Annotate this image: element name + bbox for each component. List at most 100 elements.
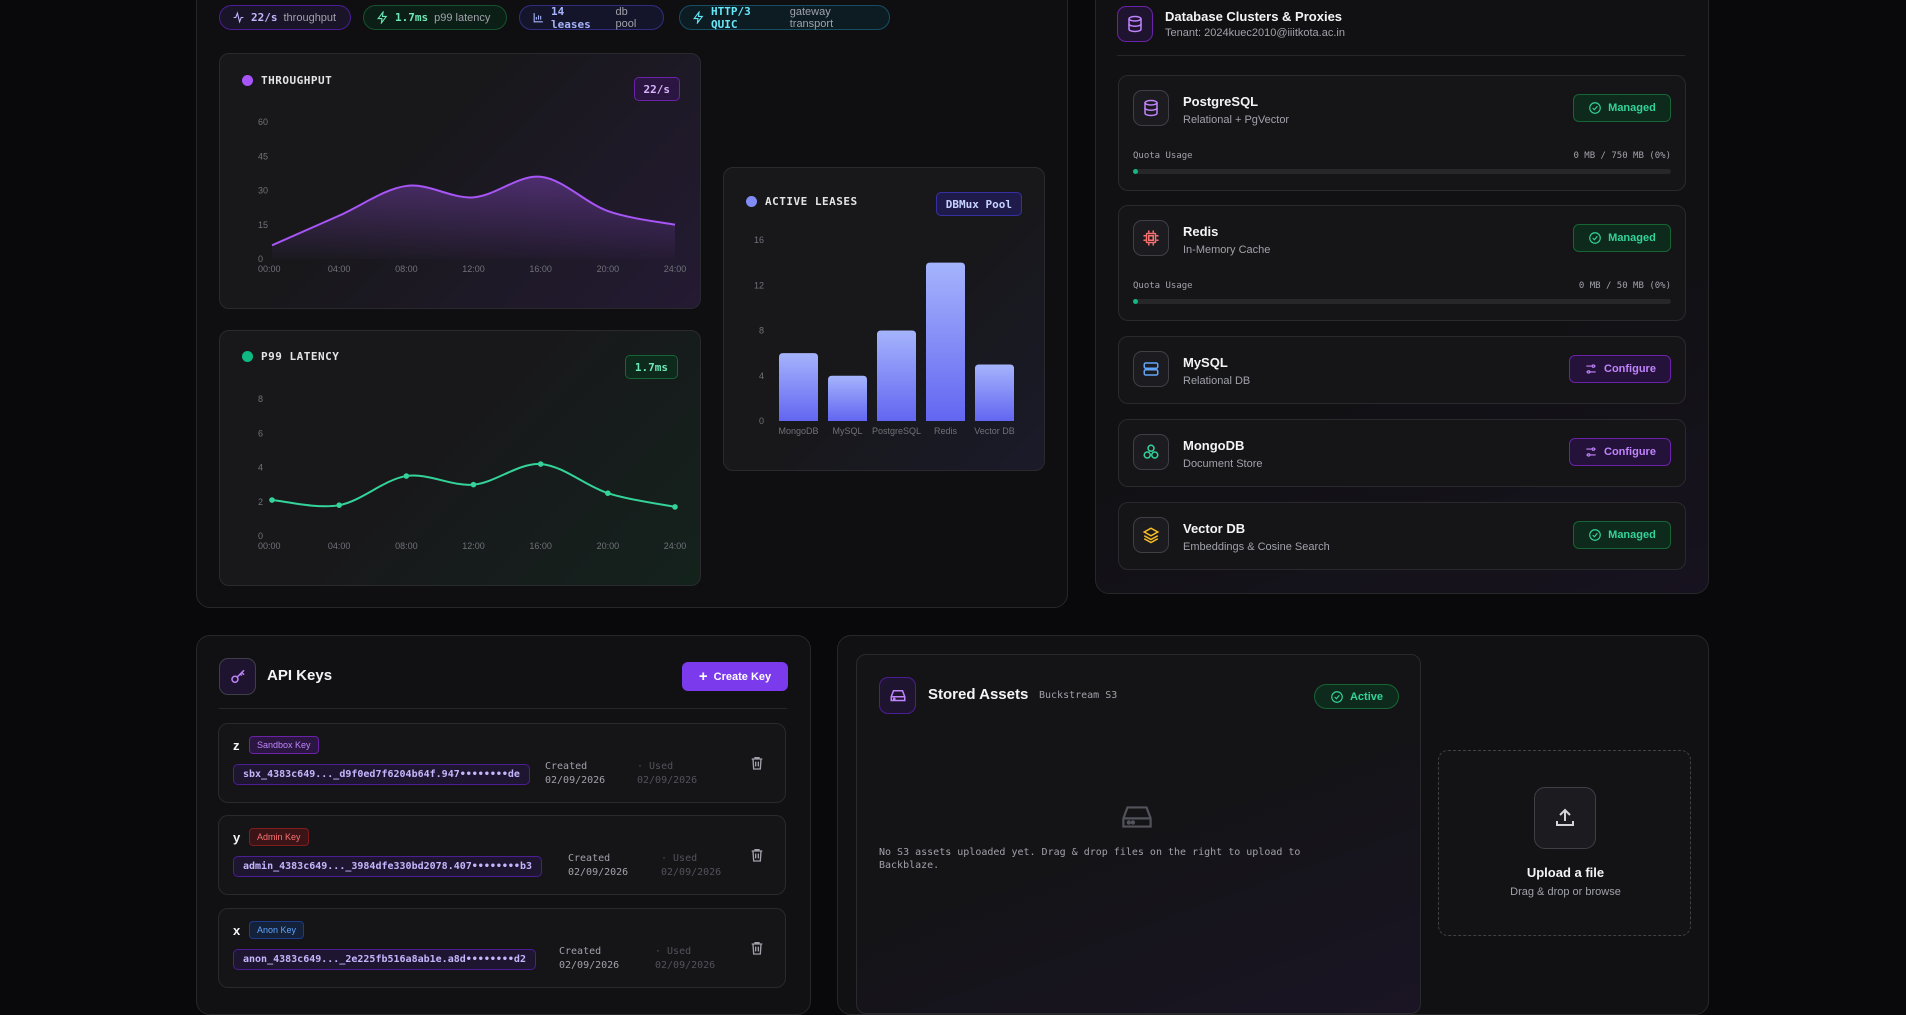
key-value[interactable]: sbx_4383c649..._d9f0ed7f6204b64f.947••••…	[233, 764, 530, 785]
check-circle-icon	[1331, 690, 1343, 703]
key-value[interactable]: anon_4383c649..._2e225fb516a8ab1e.a8d•••…	[233, 949, 536, 970]
key-used: · Used 02/09/2026	[637, 760, 697, 788]
database-description: Embeddings & Cosine Search	[1183, 541, 1330, 553]
database-row-redis: Redis In-Memory Cache Managed Quota Usage …	[1118, 205, 1686, 321]
activity-icon	[232, 11, 245, 24]
managed-button[interactable]: Managed	[1573, 224, 1671, 252]
api-keys-title: API Keys	[267, 667, 333, 684]
used-label: · Used	[655, 946, 692, 957]
database-name: Redis	[1183, 224, 1219, 239]
x-tick-label: 16:00	[529, 541, 552, 551]
series-line	[271, 175, 676, 247]
api-key-row: x Anon Key anon_4383c649..._2e225fb516a8…	[218, 908, 786, 988]
quota-fill	[1133, 299, 1138, 304]
data-point	[470, 481, 477, 488]
x-tick-label: MongoDB	[778, 426, 818, 436]
managed-button[interactable]: Managed	[1573, 94, 1671, 122]
configure-button[interactable]: Configure	[1569, 438, 1671, 466]
key-icon	[230, 669, 245, 683]
bar	[779, 353, 818, 421]
key-value[interactable]: admin_4383c649..._3984dfe330bd2078.407••…	[233, 856, 542, 877]
y-tick-label: 6	[258, 428, 263, 438]
series-area	[272, 176, 675, 259]
create-key-button[interactable]: + Create Key	[682, 662, 788, 691]
managed-button[interactable]: Managed	[1573, 521, 1671, 549]
database-row-postgresql: PostgreSQL Relational + PgVector Managed Q…	[1118, 75, 1686, 191]
x-tick-label: 04:00	[328, 264, 351, 274]
x-tick-label: PostgreSQL	[872, 426, 921, 436]
empty-drive-icon	[1120, 802, 1154, 837]
key-used: · Used 02/09/2026	[661, 852, 721, 880]
used-label: · Used	[661, 853, 698, 864]
key-created: Created 02/09/2026	[559, 945, 619, 973]
action-label: Managed	[1608, 102, 1656, 114]
database-description: In-Memory Cache	[1183, 244, 1271, 256]
sliders-icon	[1586, 364, 1596, 374]
metric-value: 22/s	[251, 11, 278, 24]
configure-button[interactable]: Configure	[1569, 355, 1671, 383]
y-tick-label: 45	[258, 151, 268, 161]
action-label: Configure	[1604, 363, 1656, 375]
delete-key-button[interactable]	[749, 846, 765, 869]
assets-empty-text: No S3 assets uploaded yet. Drag & drop f…	[879, 847, 1301, 871]
assets-header-icon	[879, 677, 916, 714]
metric-value: HTTP/3 QUIC	[711, 4, 751, 31]
key-type-badge: Sandbox Key	[249, 736, 319, 754]
data-point	[336, 502, 342, 508]
bar-chart-icon	[532, 11, 545, 24]
x-tick-label: MySQL	[832, 426, 862, 436]
delete-key-button[interactable]	[749, 754, 765, 777]
sliders-icon	[1586, 447, 1596, 457]
x-tick-label: 12:00	[462, 264, 485, 274]
throughput-header: THROUGHPUT	[242, 74, 332, 87]
data-point	[672, 504, 678, 510]
x-tick-label: 16:00	[529, 264, 552, 274]
check-circle-icon	[1589, 529, 1601, 541]
throughput-card: THROUGHPUT 22/s 60 45 30 15 0 00:00 04:00 08:00…	[219, 53, 701, 309]
action-label: Managed	[1608, 529, 1656, 541]
y-tick-label: 2	[258, 497, 263, 507]
trash-icon	[751, 849, 763, 862]
latency-card: P99 LATENCY 1.7ms 8 6 4 2 0 00:00 04:00 08:00 12…	[219, 330, 701, 586]
x-tick-label: 20:00	[597, 541, 620, 551]
data-point	[403, 473, 410, 479]
y-tick-label: 16	[754, 235, 764, 245]
action-label: Managed	[1608, 232, 1656, 244]
data-point	[605, 490, 611, 496]
database-description: Relational + PgVector	[1183, 114, 1290, 126]
throughput-badge: 22/s	[633, 77, 680, 101]
y-tick-label: 0	[759, 416, 764, 426]
upload-dropzone[interactable]: Upload a file Drag & drop or browse	[1438, 750, 1691, 936]
data-point	[269, 497, 275, 503]
latency-dot	[242, 351, 253, 362]
leases-card: ACTIVE LEASES DBMux Pool 16 12 8 4 0 MongoDB M…	[723, 167, 1045, 471]
action-label: Configure	[1604, 446, 1656, 458]
bolt-icon	[376, 11, 389, 24]
assets-status-label: Active	[1349, 690, 1384, 703]
api-keys-divider	[219, 708, 787, 709]
database-name: Vector DB	[1183, 521, 1246, 536]
database-row-mysql: MySQL Relational DB Configure	[1118, 336, 1686, 404]
x-tick-label: 24:00	[664, 541, 687, 551]
key-name: y	[233, 830, 241, 845]
x-tick-label: 04:00	[328, 541, 351, 551]
key-name: z	[233, 738, 240, 753]
y-tick-label: 12	[754, 280, 764, 290]
y-tick-label: 8	[258, 394, 263, 404]
key-created: Created 02/09/2026	[545, 760, 605, 788]
database-divider	[1117, 55, 1685, 56]
metric-label: p99 latency	[434, 11, 491, 24]
metric-value: 1.7ms	[395, 11, 429, 24]
x-tick-label: 00:00	[258, 541, 281, 551]
latency-title: P99 LATENCY	[261, 350, 340, 363]
upload-button[interactable]	[1534, 787, 1596, 849]
bar	[926, 262, 965, 421]
api-key-row: y Admin Key admin_4383c649..._3984dfe330…	[218, 815, 786, 895]
x-tick-label: 00:00	[258, 264, 281, 274]
x-tick-label: 12:00	[462, 541, 485, 551]
api-keys-header-icon	[219, 658, 256, 695]
x-tick-label: 24:00	[664, 264, 687, 274]
assets-status-badge: Active	[1314, 684, 1399, 709]
used-date: 02/09/2026	[637, 775, 698, 786]
delete-key-button[interactable]	[749, 939, 765, 962]
